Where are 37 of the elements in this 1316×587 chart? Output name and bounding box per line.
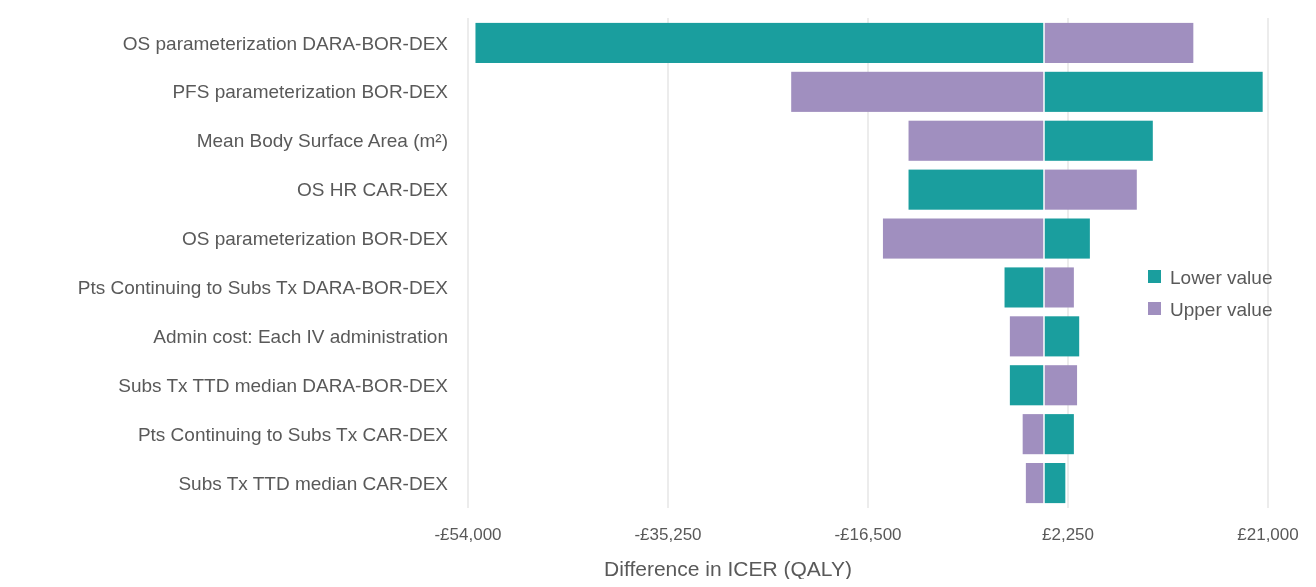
bar (1044, 267, 1074, 308)
bar (791, 71, 1044, 112)
x-tick-label: £21,000 (1237, 525, 1299, 544)
bar (1044, 22, 1194, 63)
bar (1004, 267, 1044, 308)
y-tick-label: Pts Continuing to Subs Tx CAR-DEX (137, 423, 449, 445)
y-tick-label: Subs Tx TTD median CAR-DEX (178, 472, 449, 494)
bar (1044, 218, 1090, 259)
bar (908, 169, 1044, 210)
bar (1044, 365, 1078, 406)
y-tick-label: Admin cost: Each IV administration (153, 326, 448, 347)
bar (1044, 414, 1074, 455)
bar (882, 218, 1044, 259)
bar (1009, 316, 1044, 357)
bar (908, 120, 1044, 161)
bar (1044, 120, 1153, 161)
bar (1044, 463, 1066, 504)
y-tick-label: Pts Continuing to Subs Tx DARA-BOR-DEX (77, 277, 449, 299)
y-tick-label: Mean Body Surface Area (m²) (196, 130, 448, 152)
bar (1044, 71, 1263, 112)
y-tick-label: OS parameterization BOR-DEX (181, 228, 449, 250)
x-tick-label: -£16,500 (834, 525, 902, 544)
bar (1022, 414, 1044, 455)
bar (475, 22, 1044, 63)
bar (1044, 169, 1137, 210)
y-tick-label: PFS parameterization BOR-DEX (172, 81, 449, 103)
bar (1009, 365, 1044, 406)
y-tick-label: OS HR CAR-DEX (297, 179, 449, 201)
legend-label: Lower value (1170, 266, 1273, 288)
bar (1044, 316, 1080, 357)
y-tick-label: OS parameterization DARA-BOR-DEX (122, 32, 449, 54)
legend-label: Upper value (1170, 298, 1273, 320)
x-tick-label: -£35,250 (634, 525, 702, 544)
y-tick-label: Subs Tx TTD median DARA-BOR-DEX (118, 374, 449, 396)
x-tick-label: -£54,000 (434, 525, 502, 544)
bar (1025, 463, 1044, 504)
x-tick-label: £2,250 (1042, 525, 1094, 544)
